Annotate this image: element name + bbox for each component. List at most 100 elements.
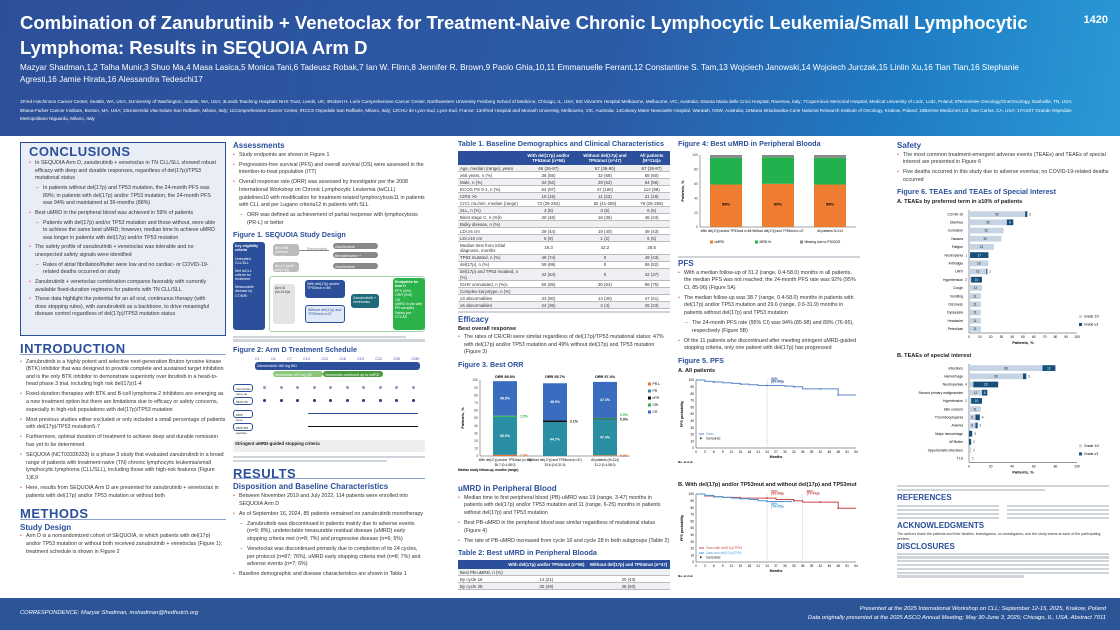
cycle-label: C1: [255, 357, 260, 362]
column-header: [458, 150, 521, 166]
x-tick-label: 0: [968, 335, 970, 339]
table-cell: IGHV unmutated, n (%)c: [458, 280, 521, 289]
acknowledgments-text: The authors thank the patients and their…: [897, 531, 1101, 541]
x-tick-label: 30: [783, 450, 787, 454]
x-tick-label: 15: [739, 450, 743, 454]
bar-segment-grade-1-2: [969, 447, 972, 453]
segment-value-label: 2.1%: [570, 419, 579, 423]
segment-value-label: 50.0%: [500, 434, 511, 438]
efficacy-list: The rates of CR/CRi were similar regardl…: [458, 334, 670, 357]
table-cell: CrCl, mL/min, median (range): [458, 199, 521, 208]
category-label: Hypertension: [943, 399, 963, 403]
table-row: CIRS >6 10 (15) 11 (23) 21 (18): [458, 192, 670, 201]
umrd-table: With del(17p) and/or TP53mut (n=66) Witho…: [458, 559, 670, 591]
eligibility-box: Key eligibility criteria Untreated CLL/S…: [233, 242, 265, 331]
bar-value-label: 1: [989, 269, 991, 273]
category-label: Hypertension: [943, 278, 963, 282]
pfs-rate-annotation: 94%: [771, 490, 778, 493]
table-row: del(17p), n (%) 59 (89) 0 59 (52): [458, 261, 670, 269]
pfs-rate-annotation: (75-94)a: [807, 492, 820, 496]
table-cell: Complex karyotype, n (%): [458, 287, 521, 296]
table-cell: [633, 220, 670, 229]
bullet-item: As of September 16, 2024, 85 patients re…: [233, 511, 425, 519]
y-tick-label: 20: [690, 547, 694, 551]
bar-segment-umrd: [762, 183, 794, 227]
bar-segment-grade-1-2: [969, 243, 994, 250]
table-cell: 76 (25-255): [633, 199, 670, 208]
x-tick-label: 40: [1010, 464, 1014, 468]
table-cell: ECOG PS 0-1, n (%): [458, 185, 521, 194]
followup-label: Median study follow-up, months (range): [458, 468, 518, 472]
table-cell: 0: [576, 254, 634, 262]
bar-segment-grade-1-2: [969, 373, 1023, 380]
x-tick-label: 80: [1054, 464, 1058, 468]
assessments-list: Study endpoints are shown in Figure 1 Pro…: [233, 152, 425, 228]
bar-segment-grade-1-2: [969, 251, 971, 258]
censor-mark: [766, 501, 768, 503]
bullet-item: Arm D is a nonrandomized cohort of SEQUO…: [20, 533, 226, 556]
table-cell: 19 (40): [576, 227, 634, 236]
bar-value-label: 12: [974, 391, 978, 395]
poster-title: Combination of Zanubrutinib + Venetoclax…: [20, 12, 1028, 58]
bullet-item: In SEQUOIA Arm D, zanubrutinib + venetoc…: [29, 160, 217, 182]
assessment-dot: [345, 386, 349, 390]
bar-value-label: 17: [977, 253, 981, 257]
category-label: Dyspepsia: [947, 310, 963, 314]
y-tick-label: 80: [690, 392, 694, 396]
bar-segment-grade-1-2: [969, 317, 981, 324]
bar-segment-grade-1-2: [969, 406, 981, 412]
y-tick-label: 70: [690, 513, 694, 517]
table-row: SLL, n (%) 3 (5) 3 (6) 6 (5): [458, 206, 670, 215]
bar-value-label: 60%: [774, 201, 782, 206]
bar-segment-cri: [493, 415, 517, 417]
legend-swatch: [1079, 452, 1082, 456]
results-heading: RESULTS: [233, 467, 425, 479]
pfs-rate-annotation: (76-95)a: [771, 505, 784, 509]
bar-value-label: 68: [1004, 366, 1008, 370]
table-cell: 2 (4): [576, 301, 634, 310]
best-overall-response-heading: Best overall response: [458, 325, 517, 332]
category-label: Neutropeniaa: [943, 383, 963, 387]
x-tick-label: 20: [989, 464, 993, 468]
x-tick-label: 0: [968, 464, 970, 468]
assessment-dot: [329, 386, 332, 390]
x-tick-label: With del(17p) and/or TP53mut (n=66): [479, 458, 532, 462]
bullet-item: Patients with del(17p) and/or TP53 mutat…: [29, 220, 217, 242]
bar-segment-grade-1-2: [969, 365, 1043, 371]
assessment-dot: [312, 399, 316, 403]
correspondence: CORRESPONDENCE: Mazyar Shadman, mshadman…: [20, 610, 199, 616]
bar-value-label: 23: [984, 383, 988, 387]
x-tick-label: 60: [1032, 464, 1036, 468]
bar-segment-missingduetopddos: [762, 154, 794, 157]
x-tick-label: With del(17p) and/or TP53mut n=66: [701, 229, 752, 233]
bullet-item: SEQUOIA (NCT03336333) is a phase 3 study…: [20, 452, 226, 482]
bar-value-label: 6: [971, 424, 973, 428]
bullet-item: Rates of atrial fibrillation/flutter wer…: [29, 262, 217, 277]
table-cell: 46 (43): [633, 213, 670, 222]
bar-value-label: 2: [973, 448, 975, 452]
x-tick-label: 60: [1032, 335, 1036, 339]
x-tick-label: 39: [810, 564, 814, 568]
bar-value-label: 11: [973, 310, 977, 314]
bar-segment-grade-3plus: [975, 422, 978, 429]
assessment-dot: [312, 386, 316, 390]
category-label: Second primary malignancies: [919, 391, 964, 395]
followup-value: 31.2 (0.4-58.0): [595, 463, 616, 467]
x-tick-label: Without del(17p) and TP53mut n=47: [752, 229, 804, 233]
bar-value-label: 30: [983, 237, 987, 241]
bar-value-label: 2: [973, 440, 975, 444]
bar-value-label: 2: [965, 278, 967, 282]
table-cell: Best PB-uMRD, n (%): [458, 569, 506, 577]
assessment-dot: [329, 399, 332, 403]
bullet-item: Median time to first peripheral blood (P…: [458, 495, 670, 518]
table-row: ≥65 years, n (%) 36 (55) 32 (68) 68 (60): [458, 171, 670, 180]
table-cell: 56 (85): [520, 280, 577, 289]
table-cell: SLL, n (%): [458, 206, 521, 215]
assessment-dot: [279, 386, 283, 390]
x-tick-label: 45: [828, 564, 832, 568]
x-tick-label: 21: [756, 564, 760, 568]
bar-segment-cri: [593, 417, 617, 419]
column-header: Without del(17p) and TP53mut (n=47): [576, 150, 634, 166]
bullet-item: Five deaths occurred in this study due t…: [897, 169, 1109, 184]
legend-swatch: [648, 410, 651, 414]
